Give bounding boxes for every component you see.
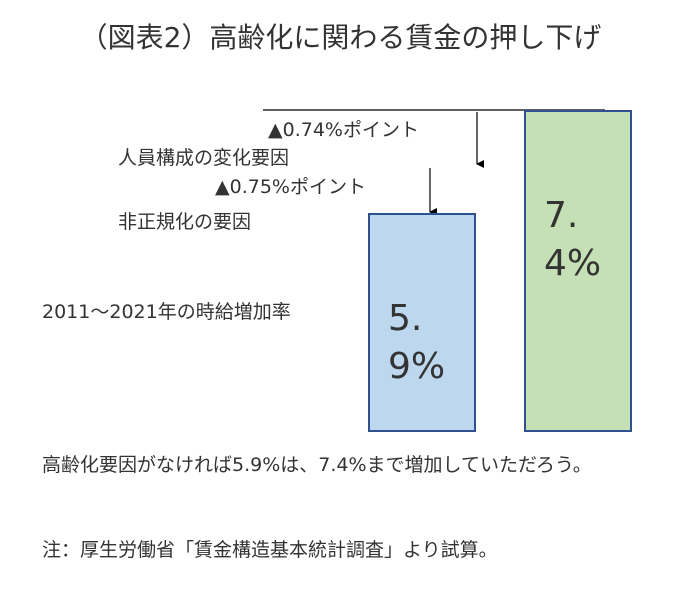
annotation: ▲0.74%ポイント: [268, 119, 419, 141]
annotation: 人員構成の変化要因: [118, 147, 290, 169]
annotation: 2011～2021年の時給増加率: [42, 301, 291, 323]
bar: [524, 110, 632, 432]
caption: 高齢化要因がなければ5.9%は、7.4%まで増加していただろう。: [42, 454, 592, 476]
annotation: ▲0.75%ポイント: [215, 176, 366, 198]
note: 注：厚生労働省「賃金構造基本統計調査」より試算。: [42, 539, 498, 561]
annotation: 非正規化の要因: [118, 211, 252, 233]
value-label: 7.4%: [544, 195, 602, 284]
bar: [368, 212, 476, 432]
chart-title: （図表2）高齢化に関わる賃金の押し下げ: [79, 21, 602, 54]
value-label: 5.9%: [388, 297, 446, 387]
